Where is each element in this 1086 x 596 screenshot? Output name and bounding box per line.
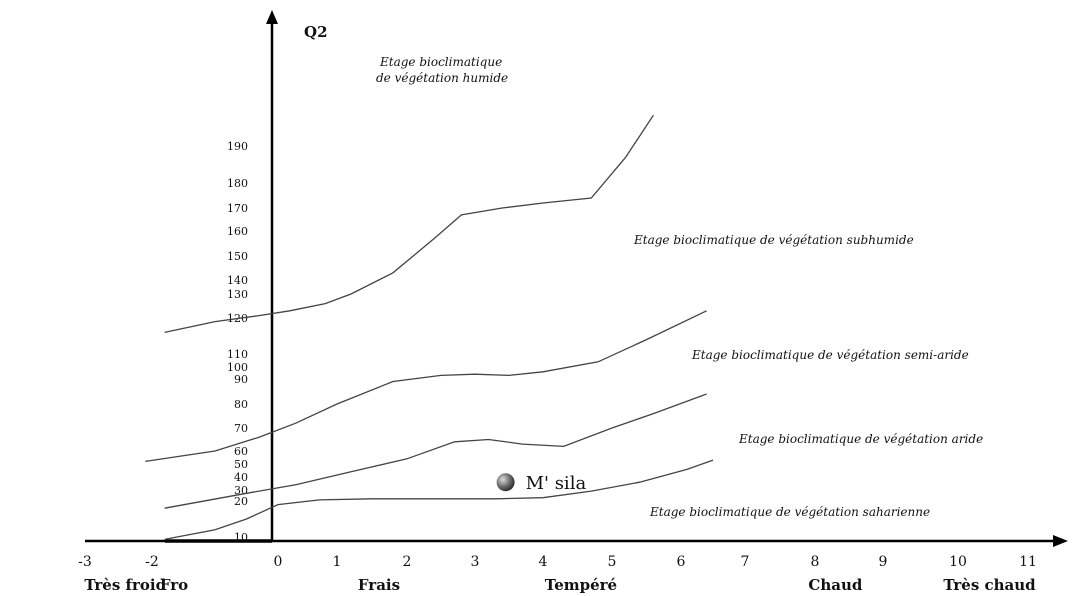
x-tick-label: 11: [1019, 554, 1037, 570]
y-tick-label: 100: [227, 361, 248, 374]
y-tick-label: 130: [227, 288, 248, 301]
y-axis-label: Q2: [304, 23, 328, 41]
zone-label: Très chaud: [943, 576, 1036, 594]
y-tick-label: 60: [234, 445, 248, 458]
zone-label: Tempéré: [545, 576, 617, 594]
stage-label-humide-line1: Etage bioclimatique: [379, 55, 502, 69]
stage-label-subhumide: Etage bioclimatique de végétation subhum…: [633, 233, 914, 247]
y-tick-label: 10: [234, 531, 248, 544]
y-ticks-group: 1020304050607080901001101201301401501601…: [227, 140, 248, 544]
x-tick-label: 6: [677, 554, 686, 570]
x-tick-label: 4: [539, 554, 548, 570]
x-tick-label: 5: [608, 554, 617, 570]
x-tick-label: 8: [811, 554, 820, 570]
boundary-curve-2: [145, 310, 707, 463]
x-tick-label: 2: [403, 554, 412, 570]
y-tick-label: 50: [234, 458, 248, 471]
boundary-curve-4: [164, 459, 714, 541]
y-tick-label: 150: [227, 250, 248, 263]
y-tick-label: 80: [234, 398, 248, 411]
y-tick-label: 110: [227, 348, 248, 361]
y-tick-label: 160: [227, 225, 248, 238]
x-tick-label: 0: [274, 554, 283, 570]
boundary-curve-3: [164, 393, 707, 509]
stage-label-humide-line2: de végétation humide: [376, 71, 508, 85]
x-tick-label: 10: [949, 554, 967, 570]
zone-label: Très froid: [84, 576, 166, 594]
x-tick-label: 9: [879, 554, 888, 570]
station-marker: [496, 473, 515, 492]
station-label: M' sila: [526, 473, 587, 494]
x-tick-label: 3: [471, 554, 480, 570]
x-ticks-group: -3 -2 0 1 2 3 4 5 6 7 8 9 10 11: [78, 554, 1037, 570]
y-axis-arrow: [266, 10, 278, 24]
y-tick-label: 20: [234, 495, 248, 508]
x-tick-label: 7: [741, 554, 750, 570]
zone-label: Fro: [160, 576, 188, 594]
x-axis-arrow: [1053, 535, 1068, 547]
x-tick-label: -3: [78, 554, 92, 570]
boundary-curve-1: [164, 114, 654, 334]
x-tick-label: -2: [145, 554, 159, 570]
stage-label-saharienne: Etage bioclimatique de végétation sahari…: [649, 505, 930, 519]
y-tick-label: 70: [234, 422, 248, 435]
zone-label: Frais: [358, 576, 400, 594]
curves-group: [145, 114, 714, 541]
stage-label-semi-aride: Etage bioclimatique de végétation semi-a…: [691, 348, 969, 362]
y-tick-label: 140: [227, 274, 248, 287]
y-tick-label: 190: [227, 140, 248, 153]
x-tick-label: 1: [333, 554, 342, 570]
y-tick-label: 90: [234, 373, 248, 386]
y-tick-label: 40: [234, 471, 248, 484]
y-tick-label: 170: [227, 202, 248, 215]
stage-label-aride: Etage bioclimatique de végétation aride: [738, 432, 983, 446]
y-tick-label: 180: [227, 177, 248, 190]
zone-label: Chaud: [808, 576, 862, 594]
